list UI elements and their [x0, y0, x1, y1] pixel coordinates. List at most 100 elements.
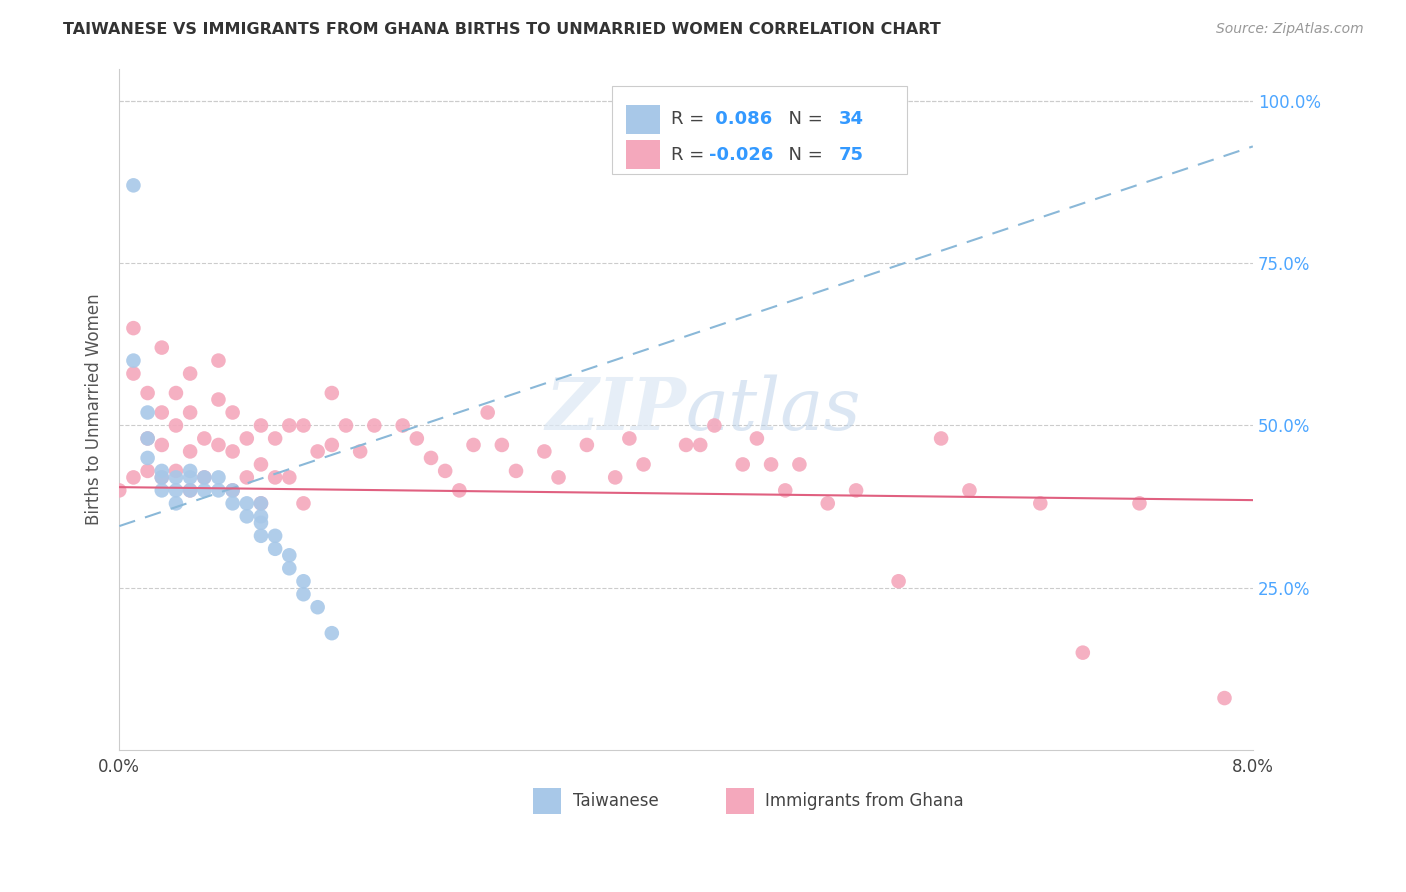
Text: R =: R =	[671, 111, 710, 128]
Point	[363, 418, 385, 433]
Point	[136, 405, 159, 419]
Point	[264, 470, 287, 484]
Point	[150, 341, 173, 355]
Point	[449, 483, 471, 498]
Point	[150, 464, 173, 478]
Text: Source: ZipAtlas.com: Source: ZipAtlas.com	[1216, 22, 1364, 37]
Point	[321, 386, 343, 401]
Point	[150, 405, 173, 419]
Point	[250, 418, 273, 433]
Point	[505, 464, 527, 478]
Point	[292, 418, 315, 433]
Point	[633, 458, 655, 472]
Point	[236, 496, 259, 510]
Point	[759, 458, 782, 472]
Text: N =: N =	[776, 111, 828, 128]
Point	[165, 386, 187, 401]
Y-axis label: Births to Unmarried Women: Births to Unmarried Women	[86, 293, 103, 525]
Point	[179, 483, 201, 498]
Point	[179, 464, 201, 478]
Point	[179, 367, 201, 381]
Point	[731, 458, 754, 472]
Point	[136, 464, 159, 478]
FancyBboxPatch shape	[626, 105, 659, 134]
Text: 34: 34	[839, 111, 865, 128]
Point	[150, 470, 173, 484]
Point	[179, 444, 201, 458]
Point	[179, 470, 201, 484]
Point	[221, 483, 243, 498]
Point	[122, 367, 145, 381]
Point	[250, 509, 273, 524]
Point	[207, 470, 229, 484]
Point	[1213, 691, 1236, 706]
Point	[122, 470, 145, 484]
Point	[605, 470, 627, 484]
Point	[689, 438, 711, 452]
Text: ZIP: ZIP	[546, 374, 686, 445]
Point	[391, 418, 413, 433]
Point	[150, 483, 173, 498]
Point	[264, 432, 287, 446]
FancyBboxPatch shape	[626, 140, 659, 169]
Point	[136, 432, 159, 446]
Text: 0.086: 0.086	[709, 111, 772, 128]
Point	[221, 405, 243, 419]
Point	[321, 438, 343, 452]
Point	[745, 432, 768, 446]
Point	[264, 541, 287, 556]
Point	[236, 432, 259, 446]
Point	[929, 432, 952, 446]
FancyBboxPatch shape	[533, 789, 561, 814]
Point	[236, 470, 259, 484]
Text: R =: R =	[671, 145, 710, 163]
Point	[547, 470, 569, 484]
Point	[250, 458, 273, 472]
Point	[136, 432, 159, 446]
Text: atlas: atlas	[686, 374, 862, 444]
Text: 75: 75	[839, 145, 865, 163]
Point	[619, 432, 641, 446]
Point	[207, 392, 229, 407]
Point	[136, 386, 159, 401]
Point	[165, 496, 187, 510]
Point	[179, 405, 201, 419]
Point	[307, 600, 329, 615]
Point	[278, 418, 301, 433]
Point	[278, 561, 301, 575]
Text: Immigrants from Ghana: Immigrants from Ghana	[765, 792, 965, 810]
Point	[1029, 496, 1052, 510]
Point	[108, 483, 131, 498]
Point	[150, 438, 173, 452]
Point	[136, 450, 159, 465]
Point	[207, 353, 229, 368]
Point	[292, 587, 315, 601]
Point	[1071, 646, 1094, 660]
Point	[250, 496, 273, 510]
Point	[789, 458, 811, 472]
Text: -0.026: -0.026	[709, 145, 773, 163]
Point	[150, 470, 173, 484]
Point	[292, 496, 315, 510]
Point	[321, 626, 343, 640]
Point	[1128, 496, 1150, 510]
FancyBboxPatch shape	[613, 86, 907, 174]
Point	[221, 444, 243, 458]
Point	[773, 483, 796, 498]
Point	[845, 483, 868, 498]
Point	[165, 470, 187, 484]
Text: Taiwanese: Taiwanese	[572, 792, 658, 810]
Point	[221, 496, 243, 510]
Point	[463, 438, 485, 452]
FancyBboxPatch shape	[725, 789, 754, 814]
Point	[122, 178, 145, 193]
Point	[264, 529, 287, 543]
Point	[193, 470, 215, 484]
Point	[165, 418, 187, 433]
Point	[250, 496, 273, 510]
Point	[349, 444, 371, 458]
Point	[420, 450, 443, 465]
Point	[405, 432, 427, 446]
Point	[165, 464, 187, 478]
Point	[250, 516, 273, 530]
